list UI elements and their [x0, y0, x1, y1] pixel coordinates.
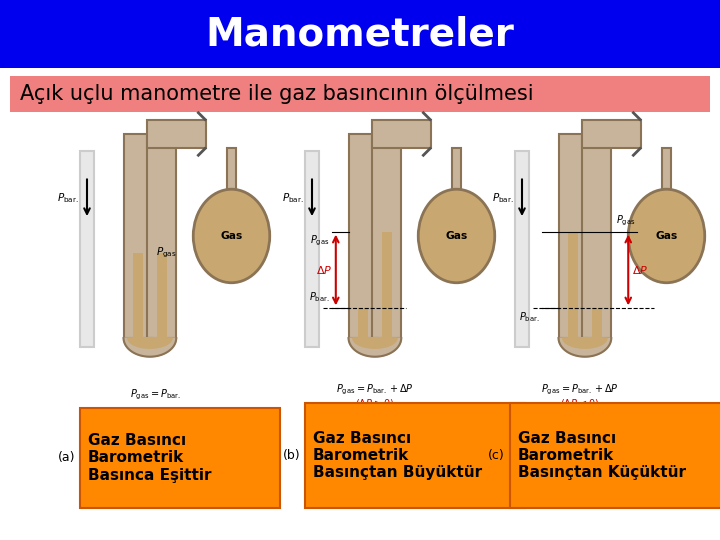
Text: $P_{\rm gas} = P_{\rm bar.} + \Delta P$: $P_{\rm gas} = P_{\rm bar.} + \Delta P$ [541, 383, 619, 397]
Text: (b): (b) [282, 449, 300, 462]
Text: Gaz Basıncı
Barometrik
Basınçtan Büyüktür: Gaz Basıncı Barometrik Basınçtan Büyüktü… [313, 430, 482, 481]
Text: $P_{\rm bar.}$: $P_{\rm bar.}$ [57, 191, 78, 205]
Bar [148, 119, 206, 148]
Text: $P_{\rm gas}$: $P_{\rm gas}$ [156, 246, 176, 260]
Ellipse shape [193, 189, 270, 283]
Text: (c): (c) [488, 449, 505, 462]
Text: (a): (a) [58, 451, 75, 464]
Text: Gas: Gas [446, 231, 467, 241]
Bar [148, 134, 176, 338]
Bar [592, 308, 602, 338]
Text: $P_{\rm gas} = P_{\rm bar.}$: $P_{\rm gas} = P_{\rm bar.}$ [130, 388, 181, 402]
Bar [305, 403, 525, 508]
Text: $P_{\rm gas}$: $P_{\rm gas}$ [616, 214, 635, 228]
Bar [510, 403, 720, 508]
Text: Gas: Gas [655, 231, 678, 241]
Bar [0, 0, 720, 68]
Bar [124, 134, 153, 338]
Text: Açık uçlu manometre ile gaz basıncının ölçülmesi: Açık uçlu manometre ile gaz basıncının ö… [20, 84, 534, 104]
Bar [372, 134, 401, 338]
Bar [516, 151, 528, 347]
Text: $P_{\rm bar.}$: $P_{\rm bar.}$ [309, 290, 330, 304]
Text: $P_{\rm gas} = P_{\rm bar.} + \Delta P$: $P_{\rm gas} = P_{\rm bar.} + \Delta P$ [336, 383, 414, 397]
Bar [582, 134, 611, 338]
Bar [157, 253, 167, 338]
Text: Gaz Basıncı
Barometrik
Basınçtan Küçüktür: Gaz Basıncı Barometrik Basınçtan Küçüktü… [518, 430, 686, 481]
Bar [568, 232, 578, 338]
Text: $\Delta P$: $\Delta P$ [631, 264, 648, 276]
Text: $P_{\rm bar.}$: $P_{\rm bar.}$ [492, 191, 513, 205]
Text: $P_{\rm bar.}$: $P_{\rm bar.}$ [282, 191, 304, 205]
Polygon shape [563, 338, 607, 348]
Text: Gas: Gas [220, 231, 243, 241]
Text: $\Delta P$: $\Delta P$ [316, 264, 333, 276]
Ellipse shape [629, 189, 705, 283]
Text: $(\Delta P > 0)$: $(\Delta P > 0)$ [355, 397, 395, 410]
Text: $P_{\rm bar.}$: $P_{\rm bar.}$ [519, 310, 540, 324]
Bar [382, 232, 392, 338]
Text: $(\Delta P < 0)$: $(\Delta P < 0)$ [560, 397, 600, 410]
Text: $P_{\rm gas}$: $P_{\rm gas}$ [310, 233, 330, 248]
Text: Gaz Basıncı
Barometrik
Basınca Eşittir: Gaz Basıncı Barometrik Basınca Eşittir [88, 433, 212, 483]
Polygon shape [353, 338, 397, 348]
Polygon shape [128, 338, 172, 348]
Polygon shape [348, 338, 401, 357]
Polygon shape [124, 338, 176, 357]
Bar [133, 253, 143, 338]
Bar [348, 134, 377, 338]
Bar [452, 148, 461, 189]
Bar [80, 408, 280, 508]
Bar [582, 119, 641, 148]
Bar [662, 148, 671, 189]
Bar [80, 151, 94, 347]
Bar [559, 134, 588, 338]
Bar [10, 76, 710, 112]
Bar [358, 308, 368, 338]
Bar [305, 151, 319, 347]
Ellipse shape [418, 189, 495, 283]
Bar [228, 148, 235, 189]
Polygon shape [559, 338, 611, 357]
Bar [372, 119, 431, 148]
Text: Manometreler: Manometreler [206, 15, 514, 53]
